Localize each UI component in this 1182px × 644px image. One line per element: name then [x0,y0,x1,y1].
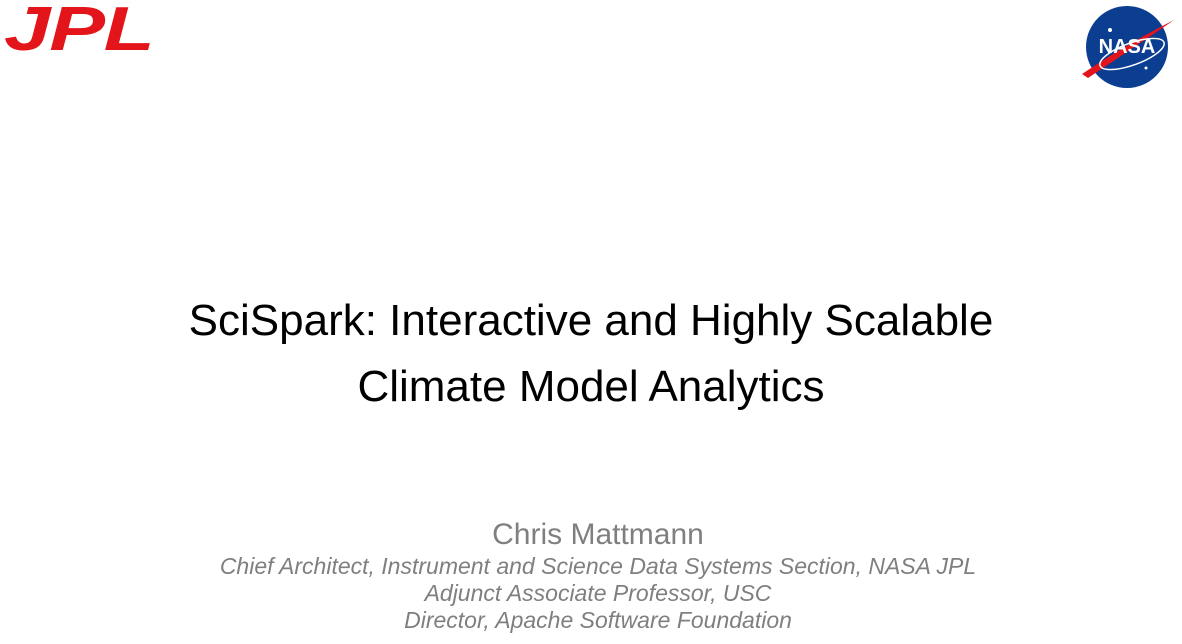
star [1108,28,1112,32]
title-line: Climate Model Analytics [357,362,825,411]
author-roles: Chief Architect, Instrument and Science … [0,553,1182,634]
title: SciSpark: Interactive and Highly Scalabl… [0,288,1182,420]
nasa-text: NASA [1099,36,1156,58]
nasa-swoosh [1082,20,1174,78]
orbit [1099,37,1165,71]
role: Adjunct Associate Professor, USC [424,580,772,606]
star [1144,66,1148,70]
role: Chief Architect, Instrument and Science … [219,553,977,579]
nasa-logo: NASA [1082,6,1174,88]
role: Director, Apache Software Foundation [404,607,792,633]
title-line: SciSpark: Interactive and Highly Scalabl… [188,296,994,345]
jpl-logo: JPL [4,0,155,64]
author-name: Chris Mattmann [492,518,704,551]
